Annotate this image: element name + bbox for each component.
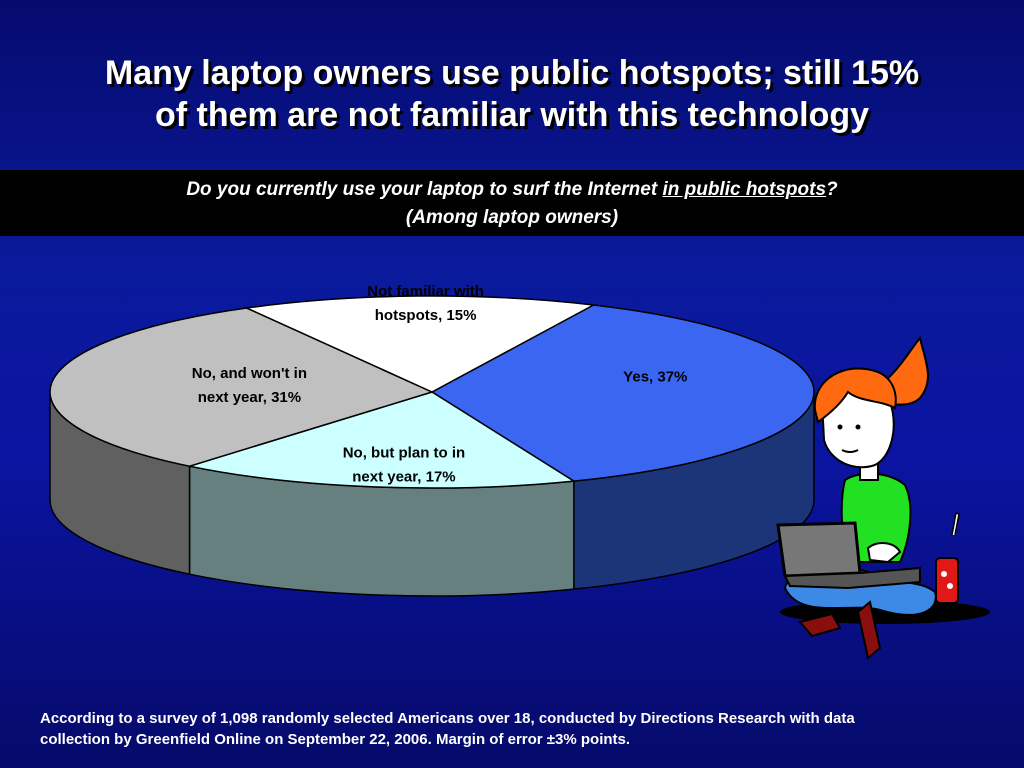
slice-3-label: Not familiar with hotspots, 15% [367,283,484,324]
slice-2-label: No, and won't in next year, 31% [192,365,307,406]
girl-with-laptop-illustration [776,335,990,660]
slide-title: Many laptop owners use public hotspots; … [0,52,1024,136]
pie-sides [49,391,815,597]
footnote-line-2: collection by Greenfield Online on Septe… [40,731,631,748]
slice-0-top [430,304,815,482]
shoe-left [798,612,842,638]
slice-0-label: Yes, 37% [623,368,687,385]
footnote-line-1: According to a survey of 1,098 randomly … [40,710,855,727]
hand [866,542,902,564]
shoe-right [856,600,882,660]
straw [951,512,960,536]
pie-labels: Yes, 37% No, but plan to in next year, 17%… [192,283,688,486]
slice-3-top [244,295,596,393]
eye-left [837,424,843,430]
question-suffix: ? [826,179,838,200]
mouth [841,449,859,453]
question-line-2: (Among laptop owners) [405,207,619,228]
laptop-base [783,566,921,590]
survey-footnote: According to a survey of 1,098 randomly … [40,708,990,750]
question-emphasis: in public hotspots [662,179,827,200]
eye-right [855,424,861,430]
can-dot [941,571,947,577]
hair [813,367,897,424]
laptop-screen [776,521,862,578]
slice-1-label: No, but plan to in next year, 17% [343,445,465,486]
soda-can-icon [935,557,959,604]
slice-1-top [189,391,577,489]
slice-2-top [49,307,435,467]
title-line-1: Many laptop owners use public hotspots; … [104,54,920,92]
can-dot [947,583,953,589]
title-line-2: of them are not familiar with this techn… [154,96,870,134]
pie-tops [49,295,815,489]
question-prefix: Do you currently use your laptop to surf… [186,179,663,200]
question-band: Do you currently use your laptop to surf… [0,170,1024,236]
question-line-1: Do you currently use your laptop to surf… [0,170,1024,204]
